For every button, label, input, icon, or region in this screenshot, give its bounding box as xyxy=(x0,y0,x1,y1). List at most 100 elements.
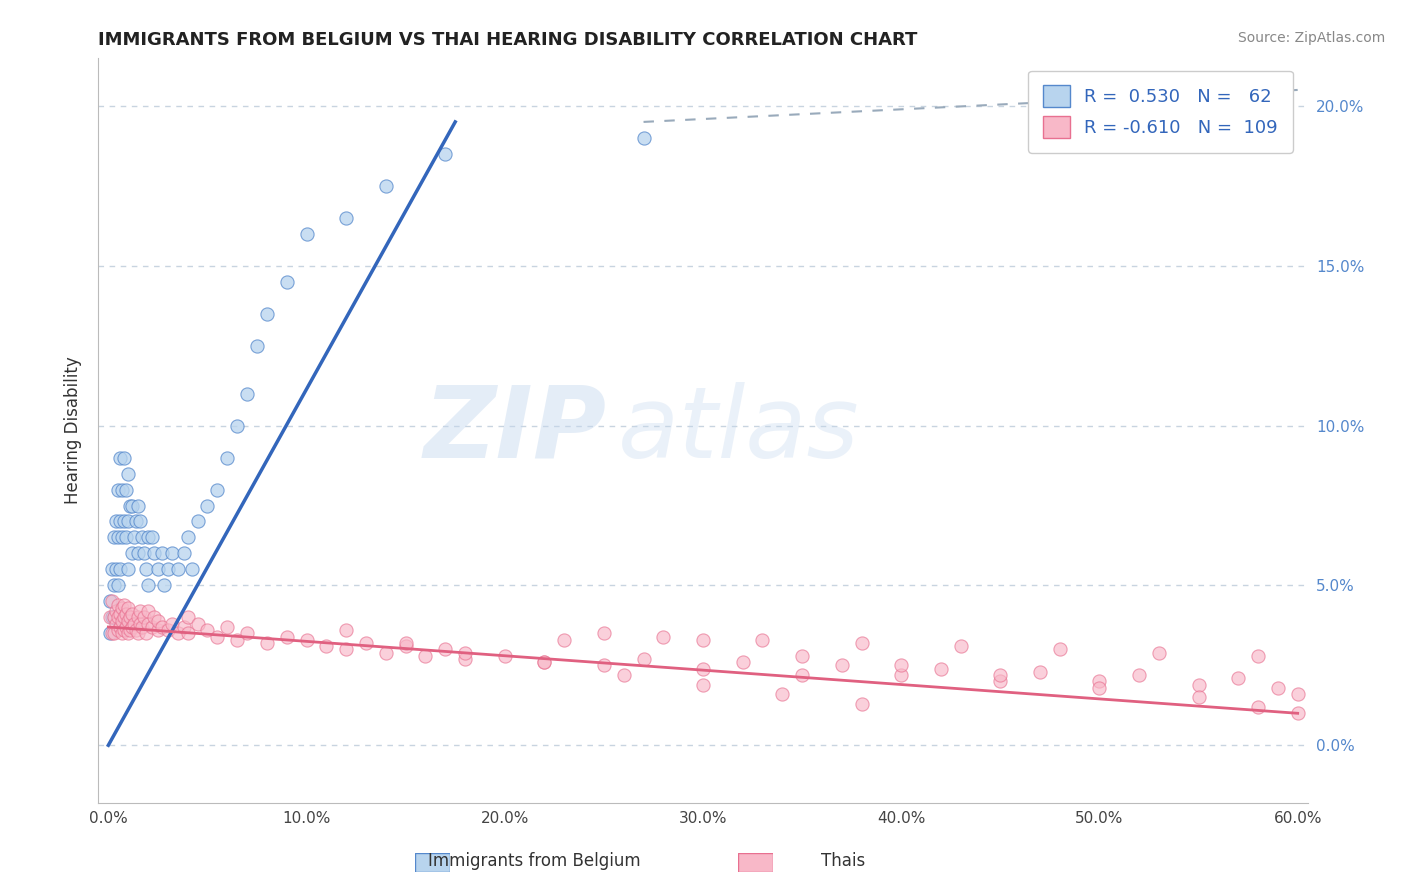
Point xyxy=(790,668,813,682)
Point xyxy=(112,623,135,637)
Point xyxy=(751,632,773,647)
Point xyxy=(207,483,229,497)
Point xyxy=(132,610,155,624)
Point xyxy=(731,655,754,669)
Point xyxy=(127,546,149,560)
Point xyxy=(1049,642,1071,657)
Point xyxy=(110,620,132,634)
Point xyxy=(117,600,139,615)
Point xyxy=(105,616,128,631)
Point xyxy=(101,610,124,624)
Point xyxy=(295,632,318,647)
Point xyxy=(1247,648,1270,663)
Point xyxy=(121,620,143,634)
Point xyxy=(434,642,457,657)
Point xyxy=(1187,677,1209,691)
Point xyxy=(395,636,418,650)
Point xyxy=(117,467,139,481)
Point xyxy=(142,610,165,624)
Point xyxy=(110,562,132,576)
Point xyxy=(107,531,129,545)
Point xyxy=(533,655,555,669)
Point xyxy=(1286,706,1309,721)
Point xyxy=(146,614,169,628)
Point xyxy=(136,578,159,592)
Point xyxy=(831,658,853,673)
Point xyxy=(105,515,128,529)
Point xyxy=(851,697,873,711)
Legend: R =  0.530   N =   62, R = -0.610   N =  109: R = 0.530 N = 62, R = -0.610 N = 109 xyxy=(1028,70,1292,153)
Point xyxy=(207,630,229,644)
Point xyxy=(121,607,143,622)
Point xyxy=(117,515,139,529)
Point xyxy=(115,607,138,622)
Point xyxy=(105,604,128,618)
Point xyxy=(454,652,477,666)
Point xyxy=(127,499,149,513)
Point xyxy=(135,562,157,576)
Point xyxy=(117,562,139,576)
Point xyxy=(110,450,132,465)
Point xyxy=(160,616,183,631)
Point xyxy=(335,623,357,637)
Point xyxy=(276,275,298,289)
Point xyxy=(186,515,208,529)
Point xyxy=(105,562,128,576)
Point xyxy=(111,531,134,545)
Point xyxy=(101,594,124,608)
Point xyxy=(156,562,179,576)
Point xyxy=(111,614,134,628)
Point xyxy=(949,639,972,653)
Point xyxy=(142,546,165,560)
Point xyxy=(112,515,135,529)
Point xyxy=(217,450,239,465)
Point xyxy=(112,598,135,612)
Point xyxy=(103,610,125,624)
Point xyxy=(1267,681,1289,695)
Point xyxy=(112,450,135,465)
Point xyxy=(295,227,318,241)
Point xyxy=(120,610,142,624)
Point xyxy=(153,578,176,592)
Point xyxy=(136,531,159,545)
Point xyxy=(121,499,143,513)
Point xyxy=(553,632,575,647)
Point xyxy=(166,626,188,640)
Point xyxy=(101,562,124,576)
Point xyxy=(141,531,163,545)
Point xyxy=(226,632,249,647)
Point xyxy=(1187,690,1209,705)
Point xyxy=(117,614,139,628)
Point xyxy=(197,623,219,637)
Point xyxy=(115,620,138,634)
Point xyxy=(315,639,337,653)
Point xyxy=(107,578,129,592)
Y-axis label: Hearing Disability: Hearing Disability xyxy=(65,357,83,504)
Point xyxy=(111,483,134,497)
Point xyxy=(593,658,616,673)
Point xyxy=(354,636,377,650)
Point xyxy=(156,623,179,637)
Point xyxy=(127,626,149,640)
Point xyxy=(1286,687,1309,701)
Point xyxy=(135,626,157,640)
Point xyxy=(127,610,149,624)
Point xyxy=(111,600,134,615)
Point xyxy=(236,626,259,640)
Point xyxy=(180,562,202,576)
Point xyxy=(1088,674,1111,689)
Point xyxy=(122,531,145,545)
Point xyxy=(115,531,138,545)
Point xyxy=(173,546,195,560)
Point xyxy=(98,610,121,624)
Point xyxy=(988,668,1011,682)
Point xyxy=(454,646,477,660)
Point xyxy=(256,307,278,321)
Point xyxy=(197,499,219,513)
Point xyxy=(136,604,159,618)
Point xyxy=(98,594,121,608)
Point xyxy=(146,623,169,637)
Point xyxy=(98,626,121,640)
Point xyxy=(1247,699,1270,714)
Point xyxy=(335,211,357,225)
